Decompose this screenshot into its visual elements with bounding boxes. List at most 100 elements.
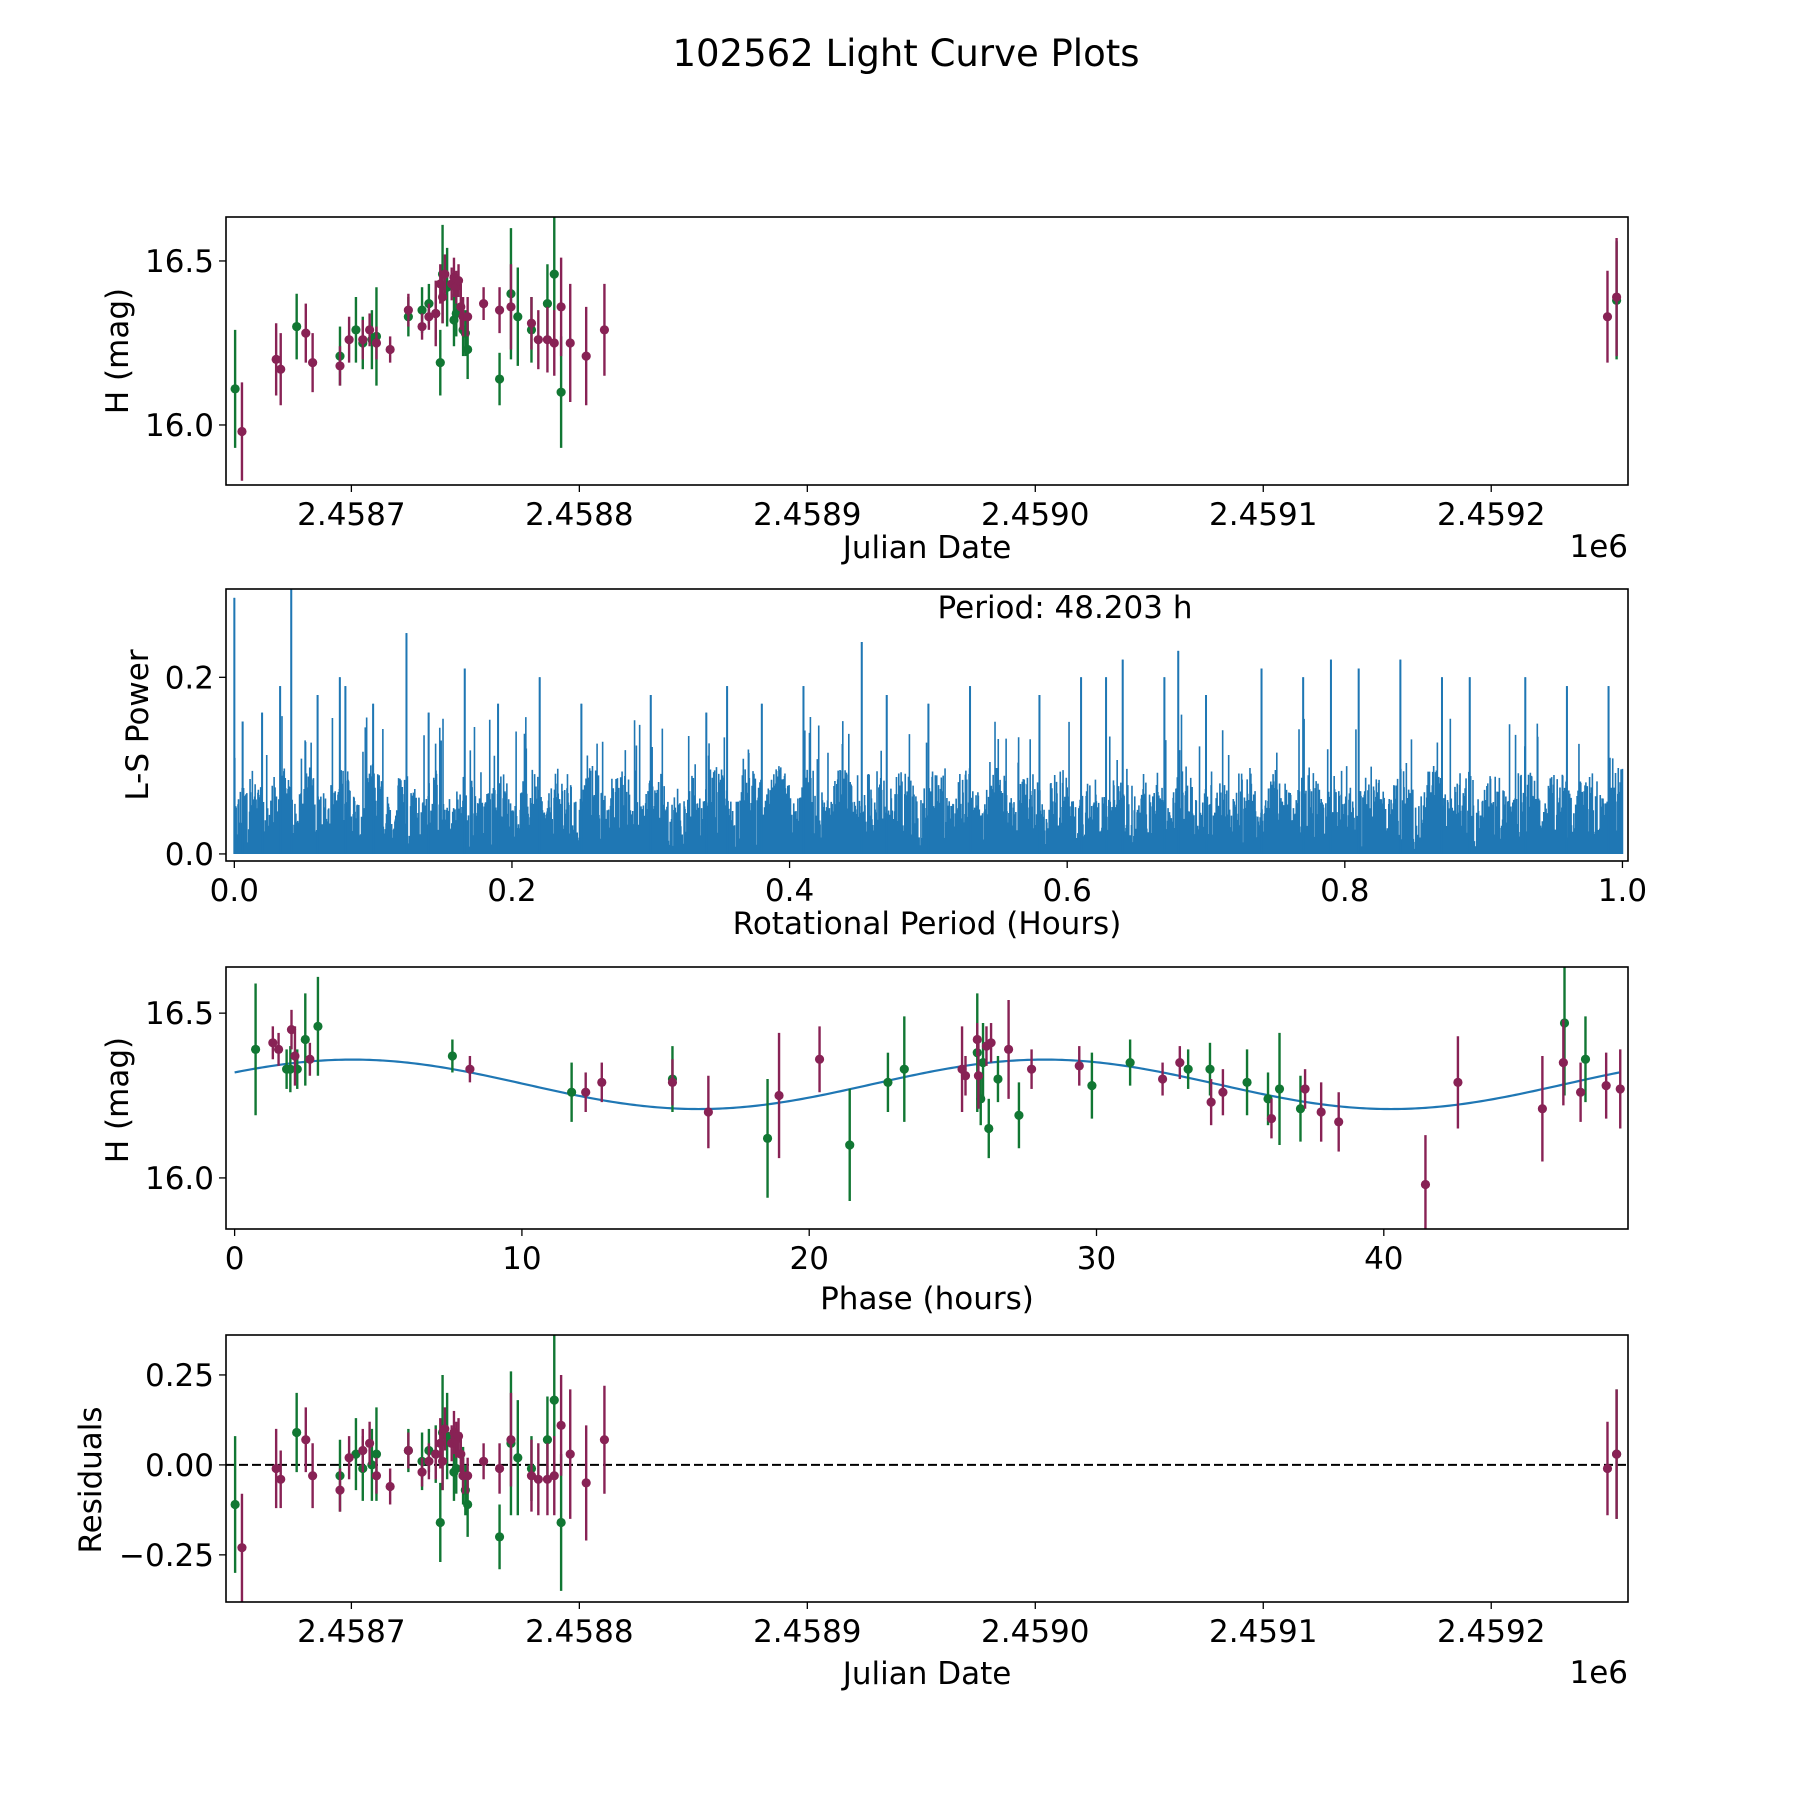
magenta-data-point [597, 1077, 607, 1087]
residuals-ytick-label: 0.25 [145, 1358, 214, 1394]
magenta-data-point [308, 358, 318, 368]
green-data-point [845, 1140, 855, 1150]
magenta-data-point [1537, 1104, 1547, 1114]
magenta-data-point [437, 292, 448, 302]
green-data-point [250, 1044, 261, 1054]
magenta-data-point [403, 1445, 413, 1456]
lightcurve-ytick-label: 16.0 [145, 408, 214, 444]
magenta-data-point [301, 1435, 311, 1445]
magenta-data-point [440, 269, 450, 279]
magenta-data-point [365, 325, 375, 335]
magenta-data-point [417, 1467, 427, 1477]
magenta-data-point [1026, 1064, 1037, 1074]
magenta-data-point [431, 1449, 441, 1459]
magenta-data-point [305, 1054, 315, 1064]
magenta-data-point [599, 1435, 610, 1445]
magenta-data-point [344, 1453, 354, 1463]
magenta-data-point [268, 1038, 278, 1048]
magenta-data-point [1157, 1074, 1168, 1084]
magenta-data-point [1420, 1179, 1431, 1190]
magenta-data-point [385, 344, 395, 355]
phased-ytick-label: 16.0 [145, 1161, 214, 1197]
magenta-data-point [542, 335, 553, 345]
green-data-point [494, 1532, 505, 1542]
magenta-data-point [533, 1474, 543, 1484]
phased-axes-frame [225, 966, 1629, 1230]
magenta-data-point [453, 276, 464, 286]
green-data-point [451, 1463, 461, 1474]
residuals-ytick-label: 0.00 [145, 1448, 214, 1484]
green-data-point [494, 374, 505, 384]
magenta-data-point [335, 361, 345, 371]
magenta-data-point [533, 335, 543, 345]
green-data-point [463, 1499, 473, 1510]
magenta-data-point [494, 305, 505, 315]
magenta-data-point [542, 1474, 553, 1484]
green-data-point [1183, 1064, 1193, 1074]
residuals-xtick-label: 2.4591 [1209, 1614, 1317, 1650]
magenta-data-point [431, 308, 441, 319]
lightcurve-xtick-label: 2.4590 [981, 497, 1089, 533]
magenta-data-point [667, 1077, 678, 1087]
magenta-data-point [403, 305, 413, 315]
residuals-ytick-label: −0.25 [119, 1538, 214, 1574]
green-data-point [1125, 1057, 1135, 1068]
magenta-data-point [365, 1438, 375, 1448]
green-data-point [984, 1123, 994, 1134]
magenta-data-point [358, 1445, 368, 1456]
green-data-point [513, 1453, 523, 1463]
magenta-data-point [506, 302, 516, 312]
magenta-data-point [549, 1471, 559, 1481]
lightcurve-xtick-label: 2.4591 [1209, 497, 1317, 533]
green-data-point [556, 387, 566, 397]
residuals-offset-label: 1e6 [1569, 1655, 1628, 1691]
green-data-point [285, 1064, 295, 1074]
magenta-data-point [494, 1463, 505, 1474]
magenta-data-point [506, 1435, 516, 1445]
magenta-data-point [526, 318, 537, 328]
periodogram-ytick-label: 0.2 [165, 660, 214, 696]
green-data-point [542, 1435, 553, 1445]
phased-plot-area [234, 967, 1625, 1229]
green-data-point [313, 1021, 323, 1031]
magenta-data-point [1300, 1084, 1310, 1094]
green-data-point [1274, 1084, 1285, 1094]
phased-xtick-label: 40 [1364, 1241, 1403, 1277]
residuals-plot-area [226, 1335, 1628, 1602]
magenta-data-point [335, 1485, 345, 1495]
magenta-data-point [972, 1034, 982, 1045]
magenta-data-point [814, 1054, 825, 1064]
magenta-data-point [371, 338, 382, 348]
magenta-data-point [703, 1107, 713, 1117]
magenta-data-point [1218, 1087, 1228, 1097]
magenta-data-point [385, 1481, 395, 1492]
magenta-data-point [1602, 312, 1613, 322]
green-data-point [300, 1034, 310, 1045]
magenta-data-point [1334, 1117, 1344, 1127]
residuals-xtick-label: 2.4587 [297, 1614, 405, 1650]
magenta-data-point [358, 335, 368, 345]
magenta-data-point [1558, 1057, 1568, 1068]
magenta-data-point [973, 1071, 984, 1081]
periodogram-ylabel: L-S Power [120, 649, 156, 800]
magenta-data-point [290, 1051, 300, 1061]
magenta-data-point [463, 312, 473, 322]
green-data-point [230, 1499, 240, 1510]
phased-xtick-label: 0 [225, 1241, 245, 1277]
magenta-data-point [424, 1456, 434, 1466]
magenta-data-point [237, 1543, 247, 1553]
magenta-data-point [549, 338, 559, 348]
green-data-point [230, 384, 240, 394]
magenta-data-point [986, 1038, 996, 1048]
lightcurve-xtick-label: 2.4587 [297, 497, 405, 533]
green-data-point [1087, 1081, 1097, 1091]
green-data-point [463, 344, 473, 355]
magenta-data-point [276, 1474, 286, 1484]
magenta-data-point [344, 335, 354, 345]
periodogram-axes-frame [225, 588, 1629, 862]
magenta-data-point [960, 1071, 971, 1081]
green-data-point [292, 321, 302, 332]
magenta-data-point [465, 1064, 475, 1074]
green-data-point [549, 1395, 559, 1405]
magenta-data-point [1612, 292, 1622, 302]
